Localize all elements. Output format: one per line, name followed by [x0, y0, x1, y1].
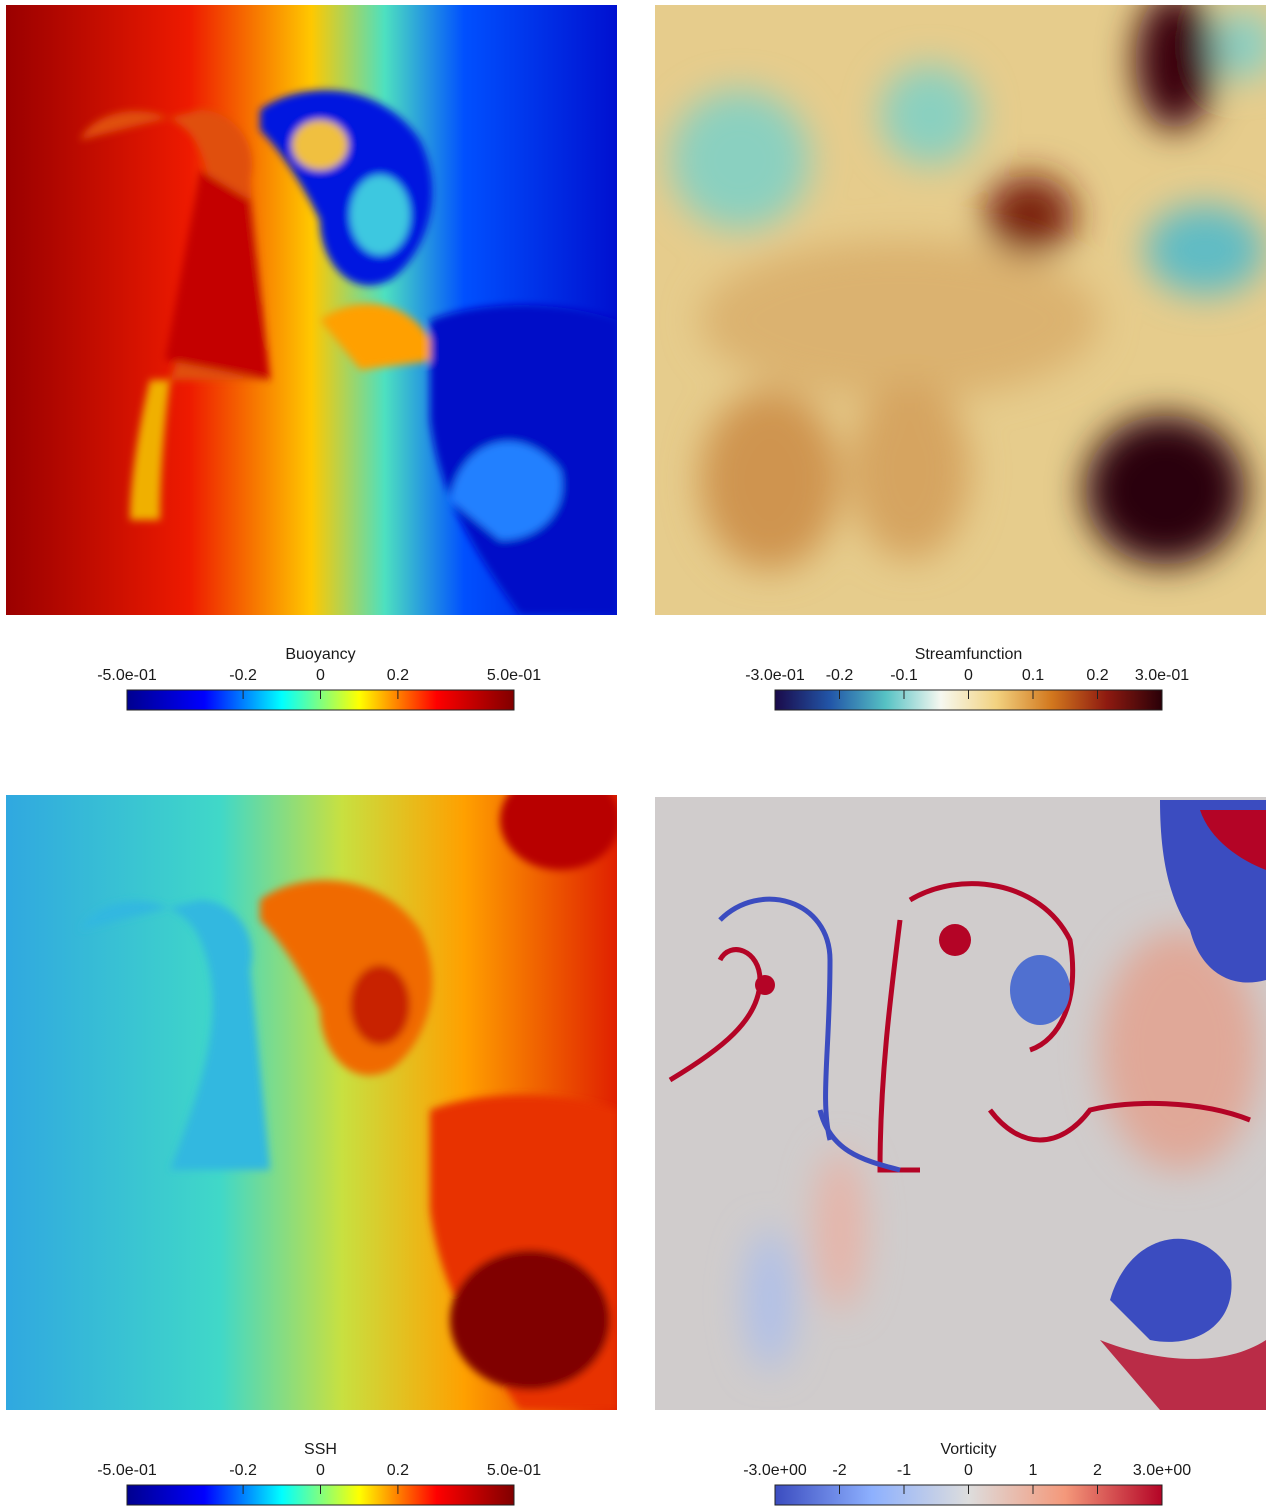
tick-label: 0 [964, 667, 973, 684]
field-image [655, 797, 1266, 1410]
tick-label: 3.0e-01 [1135, 667, 1189, 684]
colorbar-title: Streamfunction [915, 646, 1023, 663]
tick-label: -0.2 [229, 667, 257, 684]
tick-label: 0.1 [1022, 667, 1044, 684]
tick-label: 0 [316, 1462, 325, 1479]
tick-label: 5.0e-01 [487, 667, 541, 684]
tick-label: -0.2 [229, 1462, 257, 1479]
tick-label: 0.2 [1086, 667, 1108, 684]
colorbar-title: Vorticity [940, 1441, 996, 1458]
tick-label: 3.0e+00 [1133, 1462, 1191, 1479]
tick-label: -0.2 [826, 667, 854, 684]
tick-label: 0.2 [387, 667, 409, 684]
tick-label: 0.2 [387, 1462, 409, 1479]
colorbar-title: SSH [304, 1441, 337, 1458]
figure: Buoyancy -5.0e-01 -0.2 0 0.2 5.0e-01 Streamfun… [0, 0, 1268, 1508]
tick-label: -2 [832, 1462, 846, 1479]
colorbar-title: Buoyancy [285, 646, 355, 663]
field-image [6, 770, 620, 1410]
tick-label: 5.0e-01 [487, 1462, 541, 1479]
tick-label: -5.0e-01 [97, 667, 157, 684]
tick-label: 0 [316, 667, 325, 684]
tick-label: -1 [897, 1462, 911, 1479]
tick-label: 0 [964, 1462, 973, 1479]
tick-label: 1 [1029, 1462, 1038, 1479]
tick-label: 2 [1093, 1462, 1102, 1479]
tick-label: -3.0e+00 [743, 1462, 807, 1479]
field-image [655, 0, 1268, 615]
tick-label: -0.1 [890, 667, 918, 684]
tick-label: -3.0e-01 [745, 667, 805, 684]
tick-label: -5.0e-01 [97, 1462, 157, 1479]
field-image [6, 5, 617, 615]
